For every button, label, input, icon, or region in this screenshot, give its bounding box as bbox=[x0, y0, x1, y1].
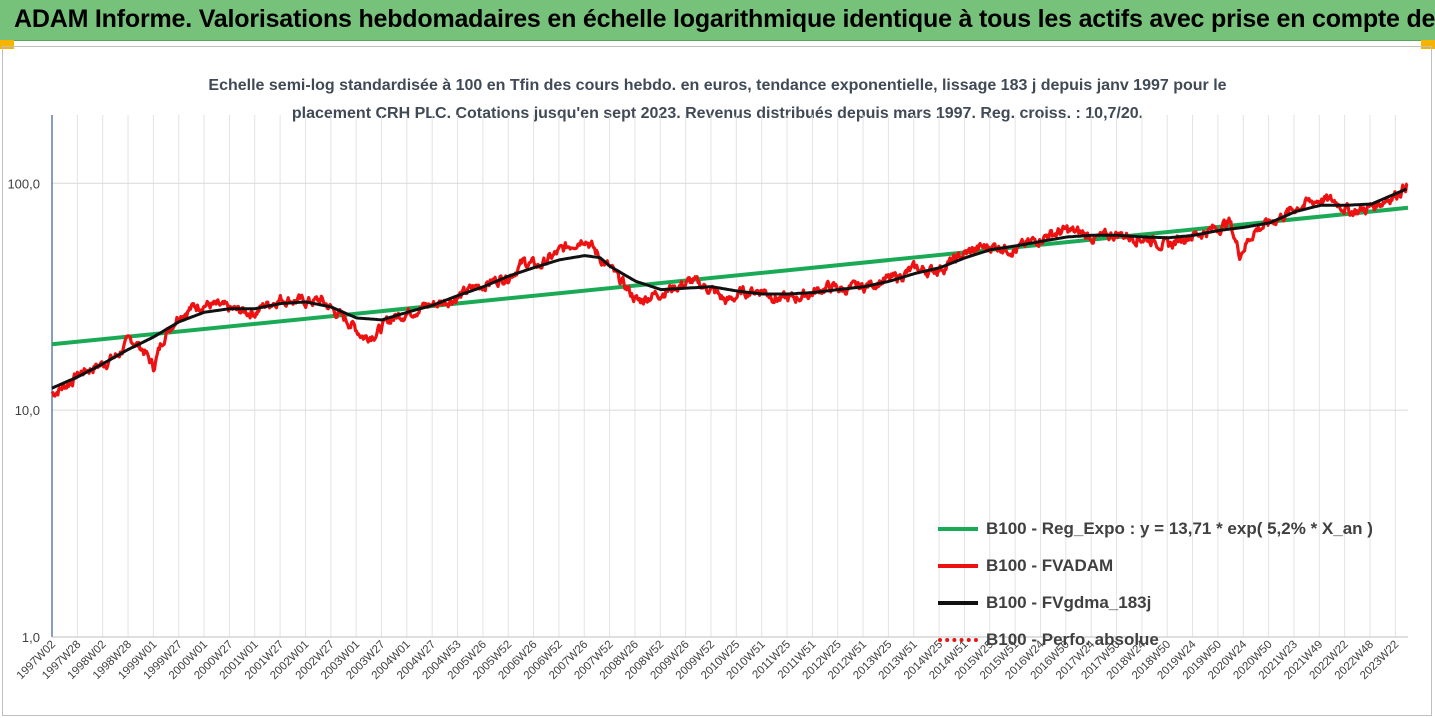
legend-swatch bbox=[938, 526, 978, 531]
corner-marker-left bbox=[0, 40, 14, 49]
legend-swatch bbox=[938, 600, 978, 605]
legend-label: B100 - FVADAM bbox=[986, 555, 1114, 575]
legend-label: B100 - Reg_Expo : y = 13,71 * exp( 5,2% … bbox=[986, 518, 1373, 538]
y-tick-label: 10,0 bbox=[15, 403, 40, 418]
banner-title: ADAM Informe. Valorisations hebdomadaire… bbox=[14, 5, 1435, 33]
y-tick-labels: 1,0 10,0 100,0 bbox=[7, 176, 40, 645]
y-tick-label: 100,0 bbox=[7, 176, 40, 191]
axes bbox=[51, 115, 1408, 638]
corner-marker-right bbox=[1421, 40, 1435, 49]
legend-swatch bbox=[938, 563, 978, 568]
legend-label: B100 - FVgdma_183j bbox=[986, 592, 1152, 612]
series-line-fvgdma-183j bbox=[51, 187, 1408, 390]
series-line-reg-expo bbox=[51, 205, 1409, 347]
legend-swatch bbox=[938, 637, 978, 642]
legend-label: B100 - Perfo. absolue bbox=[986, 629, 1159, 649]
series-line-fvadam bbox=[50, 182, 1409, 398]
chart-frame bbox=[2, 46, 1432, 716]
legend-item-perfo-absolue: B100 - Perfo. absolue bbox=[938, 621, 1373, 658]
chart-subtitle-line-2: placement CRH PLC. Cotations jusqu'en se… bbox=[291, 105, 1144, 122]
banner: ADAM Informe. Valorisations hebdomadaire… bbox=[0, 0, 1435, 41]
chart-subtitle-line-1: Echelle semi-log standardisée à 100 en T… bbox=[208, 77, 1227, 94]
y-tick-label: 1,0 bbox=[22, 630, 40, 645]
series-lines bbox=[50, 182, 1409, 398]
chart-subtitle: Echelle semi-log standardisée à 100 en T… bbox=[0, 72, 1435, 128]
legend-item-fvadam: B100 - FVADAM bbox=[938, 547, 1373, 584]
legend-item-reg-expo: B100 - Reg_Expo : y = 13,71 * exp( 5,2% … bbox=[938, 510, 1373, 547]
legend: B100 - Reg_Expo : y = 13,71 * exp( 5,2% … bbox=[938, 510, 1373, 658]
legend-item-fvgdma: B100 - FVgdma_183j bbox=[938, 584, 1373, 621]
